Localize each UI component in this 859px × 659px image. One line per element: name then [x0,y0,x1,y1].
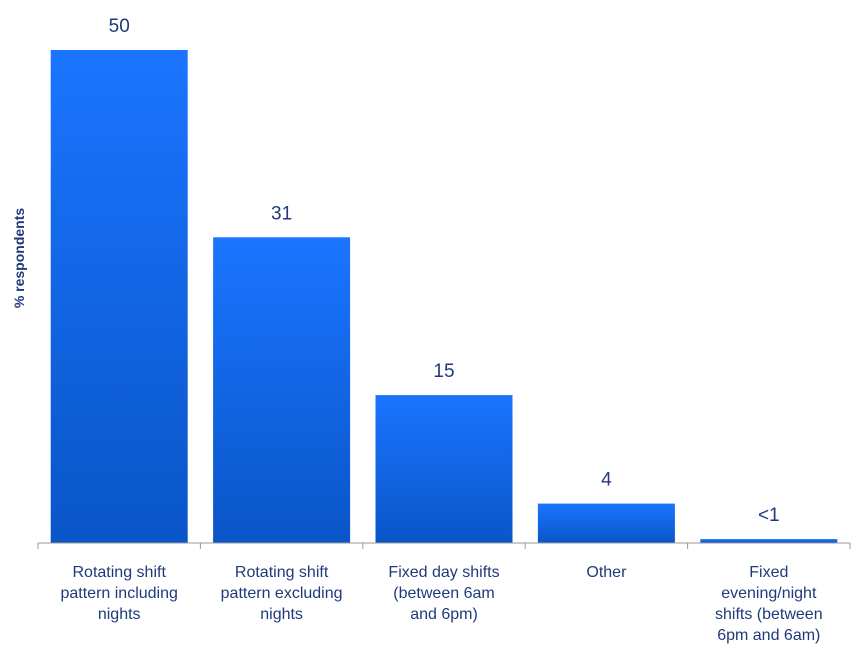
category-labels: Rotating shift pattern including nightsRot… [60,564,822,644]
bar-value-label: <1 [758,505,780,526]
x-tick-label-line: evening/night [721,585,817,602]
x-tick-label: Fixed evening/night shifts (between 6pm and… [715,564,823,644]
x-tick-label: Rotating shift pattern including nights [60,564,177,623]
bars [50,50,838,544]
value-labels: 50 31 15 4 <1 [109,16,780,526]
x-tick-label-line: nights [260,606,303,623]
bar [700,539,838,543]
bar-value-label: 15 [433,361,454,382]
x-tick-label-line: nights [98,606,141,623]
x-tick-label-line: Other [586,564,627,581]
bar [50,50,188,543]
x-tick-label-line: pattern excluding [221,585,343,602]
x-tick-label-line: Rotating shift [73,564,167,581]
bar-value-label: 50 [109,16,130,37]
x-tick-label: Fixed day shifts (between 6am and 6pm) [388,564,499,623]
x-tick-label-line: shifts (between [715,606,823,623]
x-tick-label-line: 6pm and 6am) [717,627,820,644]
x-tick-label-line: and 6pm) [410,606,478,623]
x-tick-label-line: Fixed day shifts [388,564,499,581]
bar-value-label: 4 [601,470,612,491]
y-axis-title: % respondents [11,208,27,309]
x-axis [37,542,851,549]
x-tick-label-line: pattern including [60,585,177,602]
bar [375,395,513,543]
x-tick-label: Rotating shift pattern excluding nights [221,564,343,623]
x-tick-label: Other [586,564,627,581]
bar [537,503,675,543]
bar [213,237,351,544]
x-tick-label-line: Rotating shift [235,564,329,581]
x-tick-label-line: Fixed [749,564,788,581]
bar-value-label: 31 [271,203,292,224]
y-axis-title-group: % respondents [11,208,27,309]
x-tick-label-line: (between 6am [393,585,494,602]
